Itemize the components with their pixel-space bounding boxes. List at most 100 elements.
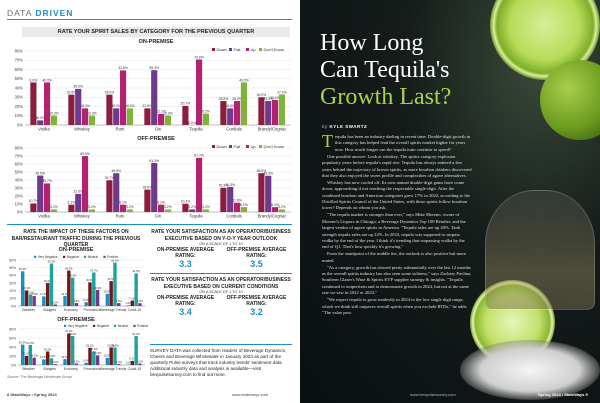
data-label: 12.1% — [156, 110, 166, 114]
data-label: 26.0% — [232, 97, 242, 101]
chart-spirit-sales-off-premise: 0% 10% 20% 30% 40% 50% 60% 70% 80% 10.7% 45.5% 35.7… — [15, 144, 291, 219]
data-label: 6.1% — [271, 203, 279, 207]
data-label: 45.3% — [263, 172, 273, 176]
data-label: 3.8% — [116, 299, 123, 303]
data-label: 43.7% — [90, 268, 98, 272]
bar — [144, 108, 151, 125]
bar — [126, 305, 131, 306]
data-label: 9.1% — [157, 201, 165, 205]
bar — [67, 270, 71, 306]
y-tick-label: 40% — [15, 85, 24, 90]
x-tick-label: Vodka — [38, 214, 50, 219]
lime-whole — [540, 60, 600, 140]
data-label: 9.1% — [129, 357, 136, 361]
footer-url: www.bevpulsesurvey.com — [410, 392, 456, 397]
data-label: 20.3% — [23, 286, 31, 290]
bar — [106, 180, 113, 212]
data-label: 59.0% — [111, 104, 121, 108]
data-label: 30.0% — [44, 279, 52, 283]
legend-swatch — [103, 255, 106, 258]
data-label: 44.5% — [26, 341, 34, 345]
data-label: 32.5% — [107, 277, 115, 281]
x-tick-label: Cordials — [226, 214, 241, 219]
bar — [258, 97, 265, 125]
data-label: 30.8% — [86, 278, 94, 282]
rating-scale: ON A SCALE OF 1 TO 10 — [199, 242, 243, 246]
x-tick-label: Rum — [116, 214, 125, 219]
data-label: 48.5% — [257, 169, 267, 173]
bar — [126, 108, 133, 125]
bar — [272, 100, 279, 125]
data-label: 1.0% — [125, 301, 132, 305]
y-tick-label: 10% — [15, 201, 24, 206]
section-tag: DATA DRIVEN — [7, 8, 73, 18]
y-tick-label: 80% — [9, 327, 16, 331]
x-tick-label: Covid-19 — [128, 367, 142, 371]
y-tick-label: 60% — [9, 258, 16, 262]
section-tag-driven: DRIVEN — [35, 8, 74, 18]
bar — [272, 207, 279, 212]
data-label: 10.7% — [29, 199, 39, 203]
x-tick-label: Economy — [64, 367, 78, 371]
data-label: 46.2% — [65, 266, 73, 270]
legend-swatch — [212, 145, 215, 148]
bar — [49, 358, 54, 365]
bar — [24, 290, 29, 306]
legend-label: Very Negative — [38, 255, 58, 259]
x-tick-label: Promotions — [84, 367, 101, 371]
data-label: 18.0% — [125, 104, 135, 108]
data-label: 2.0% — [116, 360, 123, 364]
legend-label: Positive — [107, 255, 118, 259]
rating-scale: ON A SCALE OF 1 TO 10 — [199, 290, 243, 294]
legend-label: Neutral — [88, 255, 99, 259]
on-premise-label: ON-PREMISE AVERAGE RATING: — [156, 247, 215, 259]
bar — [70, 335, 75, 365]
data-label: 3.2% — [73, 359, 80, 363]
bar — [134, 336, 138, 365]
legend-swatch — [64, 324, 67, 327]
bar — [138, 363, 142, 365]
data-label: 39.7% — [105, 176, 115, 180]
bar — [63, 359, 67, 365]
y-tick-label: 60% — [15, 161, 24, 166]
legend-label: Neutral — [118, 324, 129, 328]
data-label: 11.6% — [232, 199, 241, 203]
data-label: 13.0% — [61, 292, 69, 296]
right-page: How Long Can Tequila's Growth Last? by K… — [300, 0, 600, 403]
divider — [7, 224, 292, 225]
data-label: 38.2% — [86, 344, 94, 348]
data-label: 30.0% — [44, 347, 52, 351]
data-label: 61.3% — [149, 159, 159, 163]
x-tick-label: Whiskey — [74, 214, 91, 219]
bar — [151, 70, 158, 125]
bar — [74, 303, 79, 306]
data-label: 10.3% — [87, 111, 97, 115]
data-label: 28.0% — [143, 185, 153, 189]
bar — [75, 193, 82, 212]
data-label: 38.9% — [111, 343, 119, 347]
legend-swatch — [63, 255, 66, 258]
data-label: 16.2% — [30, 354, 38, 358]
legend-label: Negative — [97, 324, 110, 328]
bar — [265, 101, 272, 125]
footer-left: 8 StateWays • Spring 2024 — [7, 392, 57, 397]
x-tick-label: Rum — [116, 127, 125, 132]
bar — [53, 364, 57, 365]
article-paragraph: "The tequila market is stronger than eve… — [322, 212, 466, 250]
article-paragraph: "As a category, growth has slowed pretty… — [322, 264, 472, 296]
y-tick-label: 50% — [9, 266, 16, 270]
legend-swatch — [93, 324, 96, 327]
bar — [88, 115, 95, 125]
bar — [67, 333, 71, 365]
data-label: 55.3% — [48, 259, 56, 263]
y-tick-label: 40% — [9, 345, 16, 349]
data-label: 70.8% — [194, 55, 204, 59]
y-tick-label: 20% — [15, 193, 24, 198]
article-paragraph: "We expect tequila to grow modestly in 2… — [322, 297, 468, 315]
bar — [117, 303, 121, 306]
section-rule — [7, 19, 292, 20]
bar — [42, 296, 46, 306]
x-tick-label: Vodka — [38, 127, 50, 132]
data-label: 56.6% — [111, 258, 119, 262]
